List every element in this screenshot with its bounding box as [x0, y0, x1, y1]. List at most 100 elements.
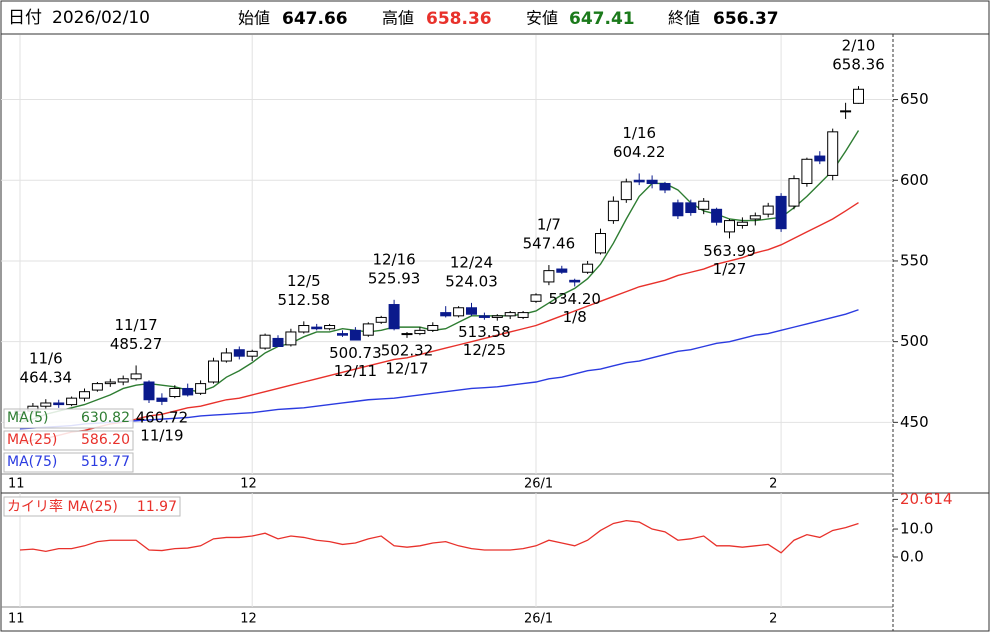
annotation-value: 534.20 [548, 290, 601, 308]
candle-body [582, 263, 594, 273]
candle-body [311, 326, 323, 330]
date-label: 日付 [8, 8, 42, 28]
candle-body [801, 158, 813, 184]
candle-body [220, 352, 232, 362]
candle-body [117, 378, 129, 383]
candle-body [453, 307, 465, 317]
annotation-date: 12/11 [334, 362, 377, 380]
candle-body [556, 268, 568, 273]
candle-body [762, 205, 774, 215]
annotation-date: 11/6 [29, 350, 63, 368]
high: 658.36 [426, 9, 492, 29]
candle-body [233, 349, 245, 357]
legend-box [3, 430, 134, 451]
annotation-value: 658.36 [832, 56, 885, 74]
legend-value: 586.20 [81, 432, 130, 448]
candle-body [607, 200, 619, 222]
annotation-value: 513.58 [458, 323, 511, 341]
candle-body [324, 325, 336, 330]
annotation-value: 524.03 [445, 272, 498, 290]
candle-body [698, 200, 710, 210]
x-tick-label: 2 [769, 612, 777, 627]
candle-body [633, 179, 645, 183]
kairi-line [19, 520, 859, 554]
candle-body [208, 360, 219, 383]
candle-body [478, 315, 490, 318]
candle-body [504, 312, 516, 317]
candle-body [143, 381, 155, 401]
candle-body [620, 181, 632, 201]
x-tick-label: 11 [8, 612, 25, 627]
x-tick-label: 26/1 [524, 477, 553, 492]
high-label: 高値 [382, 9, 414, 28]
candle-body [685, 202, 697, 214]
x-tick-label: 11 [8, 477, 25, 492]
annotation-value: 512.58 [278, 291, 331, 309]
low: 647.41 [569, 9, 635, 29]
candle-body [595, 233, 606, 254]
candle-body [259, 334, 271, 349]
candle-body [440, 312, 452, 317]
x-tick-label: 2 [769, 477, 777, 492]
annotation-value: 604.22 [613, 143, 666, 161]
grid [1, 35, 898, 607]
ma-line [19, 201, 859, 445]
candle-body [388, 304, 400, 330]
candle-body [337, 333, 348, 336]
close-label: 終値 [668, 9, 700, 28]
annotation-value: 464.34 [20, 369, 73, 387]
annotation-date: 11/17 [114, 316, 157, 334]
y-tick-label: 500 [900, 332, 929, 350]
candle-body [427, 325, 439, 331]
annotation-value: 525.93 [368, 269, 421, 287]
annotation-date: 1/7 [537, 216, 561, 234]
candle-body [853, 88, 864, 104]
candle-body [285, 331, 297, 346]
candle-body [711, 208, 723, 223]
ma-line [19, 309, 859, 430]
sub-legend-name: カイリ率 MA(25) [7, 498, 118, 515]
candle-body [466, 307, 477, 315]
annotation-date: 1/8 [563, 308, 587, 326]
candle-body [156, 397, 168, 402]
candle-body [375, 316, 387, 323]
candle-body [788, 178, 800, 207]
legend-box [3, 452, 134, 473]
candle-body [195, 383, 207, 394]
candle-body [517, 312, 529, 318]
candle-body [672, 202, 684, 217]
candle-body [414, 329, 426, 335]
annotation-value: 485.27 [110, 335, 163, 353]
x-tick-label: 12 [240, 477, 257, 492]
annotation-value: 563.99 [703, 242, 756, 260]
annotation-date: 12/16 [372, 250, 415, 268]
candle-body [169, 387, 181, 398]
annotation-date: 11/19 [140, 427, 183, 445]
legend-box [3, 408, 134, 429]
candle-body [298, 325, 310, 333]
annotation-date: 12/25 [463, 341, 506, 359]
candle-body [814, 155, 826, 162]
overlay: 450 500 550 600 650 11 11 12 12 26/1 26/1 2 2 11/6464… [3, 37, 953, 627]
annotation-value: 502.32 [381, 341, 434, 359]
plot [14, 86, 864, 554]
candle-body [79, 391, 90, 399]
y-tick-label: 450 [900, 413, 929, 431]
sub-y-tick-label: 0.0 [900, 547, 924, 565]
candle-body [66, 397, 78, 406]
candle-body [736, 221, 748, 226]
candle-body [724, 220, 735, 233]
low-label: 安値 [526, 9, 558, 28]
sub-y-tick-label: 20.614 [900, 490, 953, 508]
candle-body [104, 381, 116, 385]
annotation-date: 1/16 [622, 124, 656, 142]
candle-body [362, 323, 374, 336]
candle-body [182, 387, 194, 396]
candle-body [91, 383, 103, 391]
candle-body [40, 402, 52, 407]
annotation-date: 12/5 [287, 272, 321, 290]
sub-legend-value: 11.97 [137, 499, 177, 515]
candle-body [130, 373, 142, 380]
open-label: 始値 [238, 9, 270, 28]
